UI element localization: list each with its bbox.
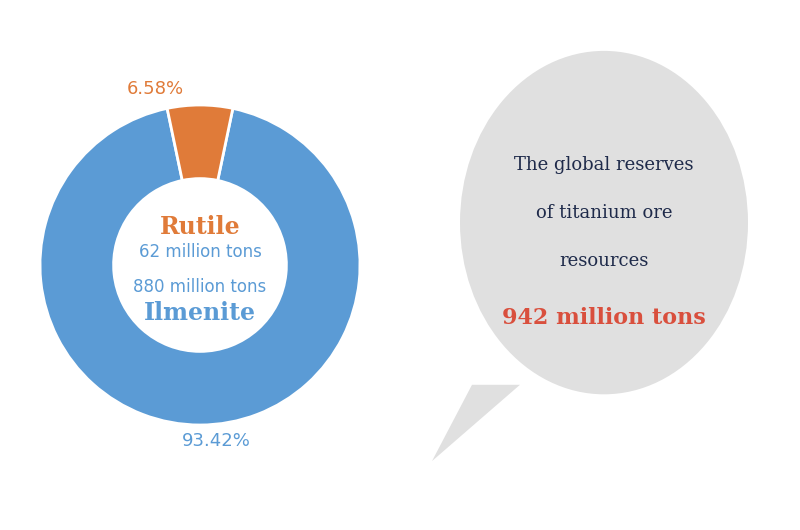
Text: resources: resources	[559, 252, 649, 270]
Text: 62 million tons: 62 million tons	[138, 243, 262, 261]
Text: 880 million tons: 880 million tons	[134, 278, 266, 296]
Circle shape	[460, 51, 748, 394]
Text: 6.58%: 6.58%	[126, 80, 184, 98]
Text: 942 million tons: 942 million tons	[502, 307, 706, 329]
Polygon shape	[432, 385, 520, 461]
Wedge shape	[167, 105, 233, 180]
Text: Ilmenite: Ilmenite	[144, 301, 256, 325]
Text: 93.42%: 93.42%	[182, 432, 250, 450]
Text: The global reserves: The global reserves	[514, 156, 694, 174]
Text: of titanium ore: of titanium ore	[536, 204, 672, 222]
Text: Rutile: Rutile	[160, 215, 240, 238]
Wedge shape	[40, 109, 360, 425]
